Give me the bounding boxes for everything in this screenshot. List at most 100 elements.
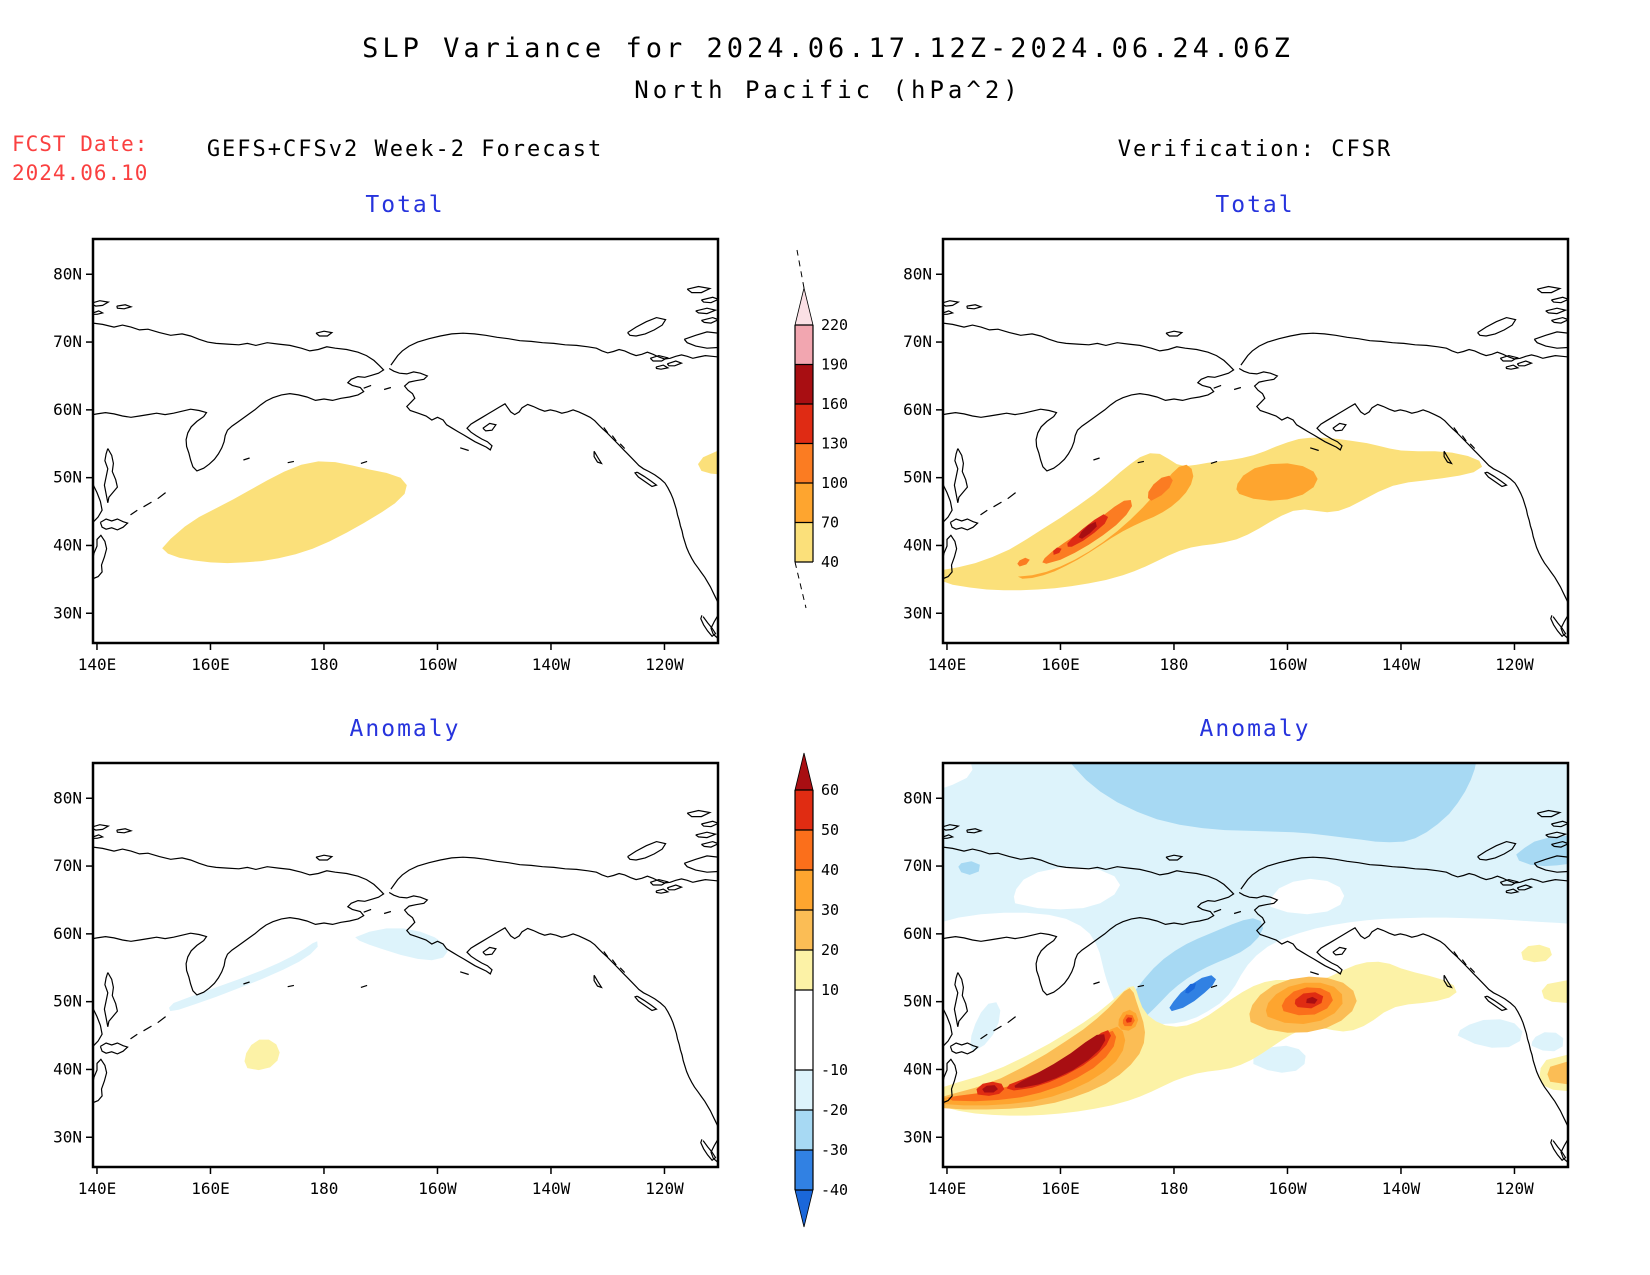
- contour-region-fcst-total-40: [162, 461, 407, 564]
- coastline: [980, 509, 988, 516]
- coastline: [1477, 840, 1517, 861]
- coastline: [619, 967, 626, 973]
- contour-region-cfsr-anom-20: [943, 988, 1145, 1110]
- coastline: [943, 824, 961, 831]
- lon-tick-label: 160E: [1041, 1179, 1080, 1198]
- colorbar-total: 220 190 160 130 100 70 40: [778, 238, 868, 612]
- lon-tick-label: 140E: [78, 655, 117, 674]
- contour-region-cfsr-anom-60: [1306, 996, 1318, 1004]
- coastline: [157, 1016, 166, 1024]
- lat-tick-label: 80N: [903, 264, 932, 283]
- lat-tick-label: 70N: [53, 332, 82, 351]
- coastline: [1483, 471, 1508, 488]
- lat-tick-label: 50N: [53, 992, 82, 1011]
- coastline: [99, 1042, 129, 1055]
- coastline: [143, 501, 152, 508]
- map-frame: [91, 237, 720, 645]
- colorbar-segment: [795, 1110, 813, 1150]
- coastline: [157, 492, 166, 500]
- map-svg-fcst-total: 80N 70N 60N 50N 40N 30N 140E 160E 180 160W 140W 120…: [53, 237, 720, 674]
- contour-region-fcst-anom-10: [244, 1039, 280, 1071]
- coastline: [99, 518, 129, 531]
- map-svg-fcst-anom: 80N 70N 60N 50N 40N 30N 140E 160E 180 160W 140W 120…: [53, 761, 720, 1198]
- colorbar-tick-label: 20: [821, 941, 839, 959]
- colorbar-segment: [795, 990, 813, 1070]
- coastline: [360, 984, 368, 988]
- coastline: [943, 322, 1235, 472]
- coastline: [1240, 856, 1568, 890]
- coastline: [611, 435, 617, 442]
- coastline: [103, 448, 119, 503]
- coastline: [383, 910, 392, 915]
- colorbar-tick-label: 130: [821, 435, 848, 453]
- coastline: [1536, 285, 1562, 294]
- coastline: [701, 316, 718, 324]
- contour-region-cfsr-anom--10: [970, 1002, 1001, 1052]
- coastline: [243, 457, 250, 461]
- lon-tick-label: 160E: [191, 1179, 230, 1198]
- coastline: [993, 501, 1002, 508]
- coastline: [1443, 974, 1453, 989]
- forecast-date-value: 2024.06.10: [12, 161, 149, 185]
- coastline: [1551, 316, 1568, 324]
- coastline: [633, 471, 658, 488]
- lat-tick-label: 80N: [53, 788, 82, 807]
- lon-tick-label: 160E: [1041, 655, 1080, 674]
- colorbar-segment: [795, 870, 813, 910]
- lon-tick-label: 180: [1160, 655, 1189, 674]
- contour-region-fcst-anom--10: [355, 928, 448, 961]
- coastline: [1545, 307, 1568, 315]
- colorbar-tick-label: 30: [821, 901, 839, 919]
- lat-tick-label: 30N: [53, 603, 82, 622]
- contour-region-cfsr-total-70: [1017, 464, 1194, 579]
- coastline: [360, 460, 368, 464]
- colorbar-arrow-bottom: [794, 1189, 814, 1228]
- coastline: [1551, 840, 1568, 848]
- coastline: [93, 534, 108, 580]
- coastline: [666, 360, 684, 367]
- contour-region-cfsr-anom-0: [943, 763, 973, 789]
- coastline: [93, 846, 385, 996]
- coastline: [93, 484, 103, 523]
- lon-tick-label: 140E: [928, 1179, 967, 1198]
- lat-tick-label: 70N: [53, 856, 82, 875]
- map-frame: [941, 237, 1570, 645]
- coastline: [700, 820, 718, 828]
- coastline: [1210, 460, 1218, 464]
- contour-region-cfsr-anom-20: [1547, 1061, 1568, 1085]
- coastline: [710, 614, 718, 639]
- coastline: [1137, 460, 1145, 464]
- coastline: [649, 354, 669, 362]
- coastline: [103, 972, 119, 1027]
- lon-tick-label: 140E: [928, 655, 967, 674]
- coastline: [593, 450, 603, 465]
- panel-title-cfsr-anomaly: Anomaly: [1199, 716, 1311, 742]
- forecast-date-block: FCST Date: 2024.06.10: [12, 130, 148, 188]
- lat-tick-label: 50N: [903, 468, 932, 487]
- colorbar-segment: [795, 1070, 813, 1110]
- coastline: [1007, 1016, 1016, 1024]
- coastline: [1165, 854, 1184, 861]
- coastline: [1332, 422, 1347, 432]
- colorbar-segment: [795, 1150, 813, 1190]
- figure-subtitle: North Pacific (hPa^2): [634, 76, 1022, 104]
- map-panel-cfsr-anomaly: 80N 70N 60N 50N 40N 30N 140E 160E 180 160W 140W 120…: [893, 753, 1578, 1205]
- coastline: [1233, 386, 1242, 391]
- lon-tick-label: 160W: [418, 655, 457, 674]
- colorbar-segment: [795, 325, 813, 365]
- contour-region-cfsr-anom--20: [1124, 918, 1264, 1022]
- colorbar-tick-label: 40: [821, 861, 839, 879]
- coastline: [315, 330, 334, 337]
- coastline: [243, 981, 250, 985]
- coastline: [603, 951, 609, 958]
- coastline: [390, 856, 718, 890]
- coastline: [287, 460, 295, 464]
- contour-region-cfsr-anom-30: [943, 1026, 1126, 1106]
- coastline: [683, 331, 718, 349]
- contour-region-fcst-anom--10: [169, 941, 318, 1012]
- contour-region-cfsr-anom-10: [1541, 980, 1568, 1003]
- coastline: [1240, 332, 1568, 366]
- coastline: [710, 1138, 718, 1163]
- colorbar-tick-label: -30: [821, 1141, 848, 1159]
- colorbar-tick-label: -40: [821, 1181, 848, 1199]
